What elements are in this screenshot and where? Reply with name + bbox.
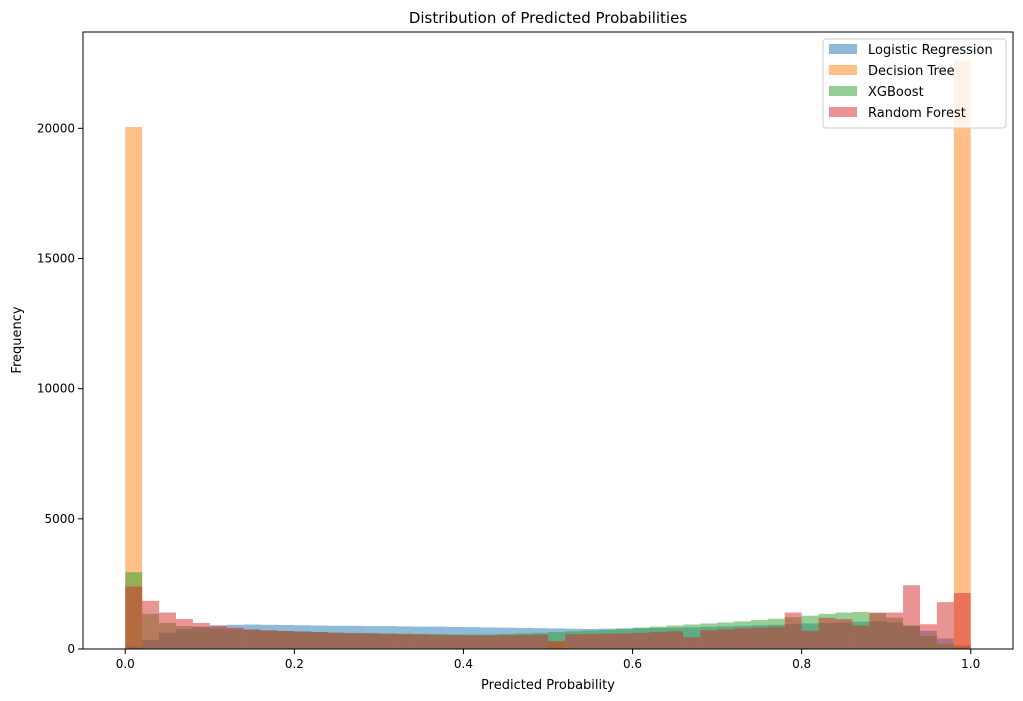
legend-frame [822, 38, 1007, 129]
legend-swatch [829, 44, 857, 54]
legend-swatch [829, 86, 857, 96]
histogram-bar [818, 617, 836, 649]
legend-swatch [829, 107, 857, 117]
histogram-bar [734, 628, 751, 649]
histogram-bar [649, 632, 667, 649]
histogram-bar [294, 631, 312, 649]
histogram-bar [920, 624, 937, 649]
histogram-bar [953, 60, 971, 649]
histogram-bar [125, 127, 143, 649]
y-tick-label: 0 [67, 642, 75, 656]
histogram-bar [277, 631, 295, 649]
histogram-bar [260, 630, 278, 649]
histogram-bar [192, 622, 210, 649]
histogram-bar [345, 633, 362, 649]
x-tick-label: 0.0 [116, 657, 135, 671]
histogram-bar [717, 629, 734, 649]
histogram-bar [243, 629, 261, 649]
histogram-bars [125, 60, 971, 649]
histogram-bar [615, 633, 633, 649]
histogram-bar [750, 627, 768, 649]
histogram-bar [176, 619, 193, 649]
series-1 [125, 60, 971, 649]
histogram-bar [159, 612, 176, 649]
histogram-bar [328, 632, 346, 649]
histogram-bar [209, 625, 227, 649]
histogram-bar [886, 612, 904, 649]
x-axis-label: Predicted Probability [481, 678, 615, 693]
histogram-bar [311, 632, 329, 649]
x-tick-label: 0.6 [623, 657, 642, 671]
histogram-bar [683, 637, 701, 649]
histogram-bar [767, 626, 785, 649]
histogram-bar [548, 641, 565, 649]
x-tick-label: 1.0 [961, 657, 980, 671]
histogram-bar [801, 630, 819, 649]
legend-label: Random Forest [868, 106, 966, 121]
x-axis-ticks: 0.0 0.2 0.4 0.6 0.8 1.0 [116, 649, 980, 671]
histogram-bar [869, 612, 887, 649]
legend-label: Decision Tree [868, 64, 955, 79]
histogram-bar [412, 634, 430, 649]
histogram-bar [598, 633, 616, 649]
histogram-bar [903, 585, 920, 649]
histogram-bar [936, 602, 954, 649]
histogram-bar [480, 635, 498, 649]
legend-swatch [829, 65, 857, 75]
histogram-bar [446, 634, 464, 649]
y-tick-label: 20000 [37, 121, 75, 135]
y-tick-label: 10000 [37, 382, 75, 396]
histogram-bar [784, 612, 802, 649]
histogram-bar [497, 635, 515, 649]
legend-label: Logistic Regression [868, 43, 993, 58]
y-axis-label: Frequency [10, 306, 25, 373]
x-tick-label: 0.2 [285, 657, 304, 671]
histogram-bar [125, 586, 143, 649]
histogram-bar [581, 633, 599, 649]
histogram-bar [666, 631, 684, 649]
histogram-bar [700, 630, 718, 649]
legend-label: XGBoost [868, 85, 924, 100]
histogram-bar [835, 619, 853, 649]
histogram-bar [142, 600, 160, 649]
x-tick-label: 0.4 [454, 657, 473, 671]
x-tick-label: 0.8 [792, 657, 811, 671]
y-axis-ticks: 0 5000 10000 15000 20000 [37, 121, 83, 656]
histogram-bar [378, 633, 396, 649]
histogram-bar [226, 627, 244, 649]
series-3 [125, 585, 971, 649]
plot-frame [82, 31, 1014, 650]
histogram-bar [564, 634, 582, 649]
histogram-bar [632, 632, 650, 649]
y-tick-label: 15000 [37, 251, 75, 265]
histogram-bar [395, 634, 413, 649]
legend: Logistic Regression Decision Tree XGBoost R… [822, 38, 1007, 129]
histogram-bar [852, 625, 870, 649]
histogram-bar [953, 593, 971, 649]
histogram-bar [429, 634, 447, 649]
chart-title: Distribution of Predicted Probabilities [409, 9, 687, 27]
histogram-bar [463, 635, 481, 649]
histogram-bar [531, 634, 548, 649]
y-tick-label: 5000 [44, 512, 75, 526]
histogram-bar [514, 634, 532, 649]
histogram-bar [362, 633, 379, 649]
